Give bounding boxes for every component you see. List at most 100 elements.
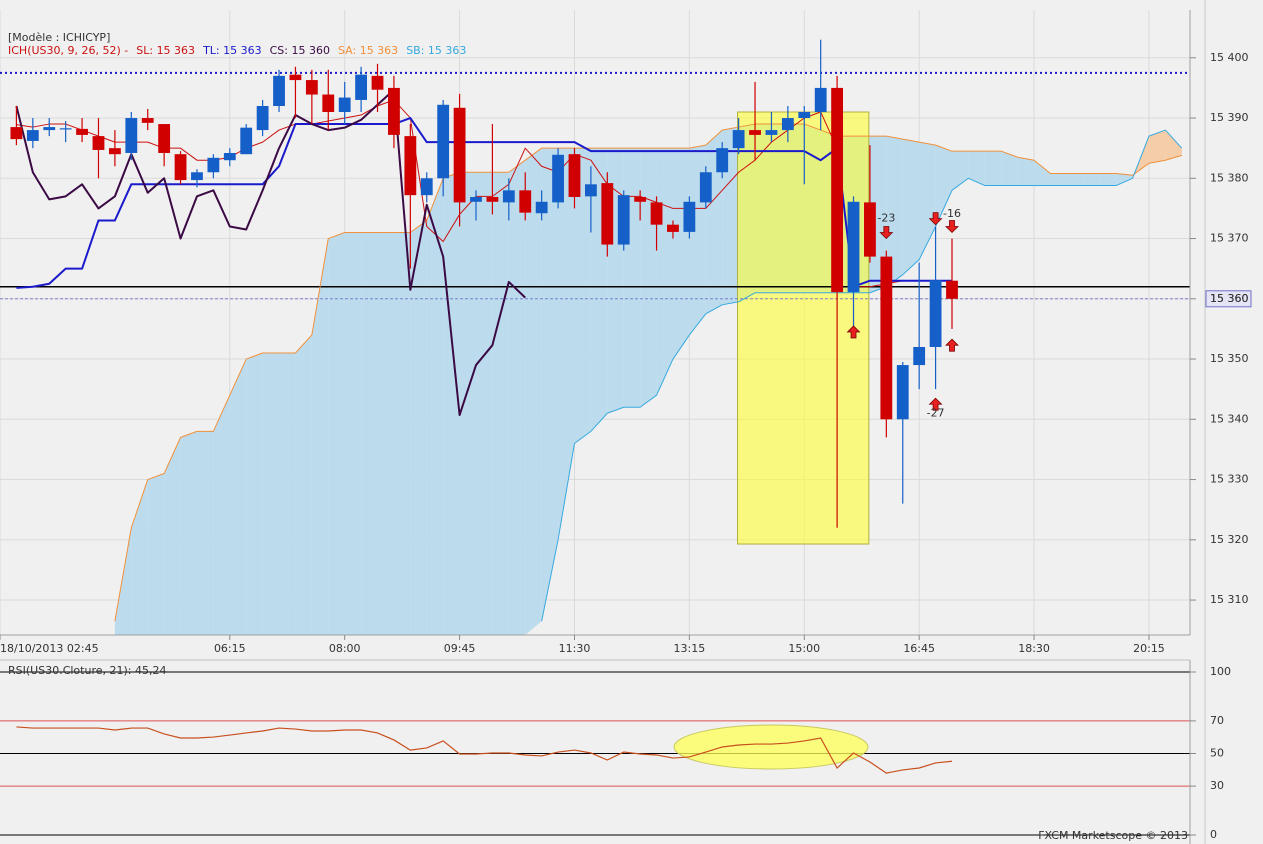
candle-body <box>207 157 220 173</box>
legend-entry: CS: 15 360 <box>270 44 330 57</box>
cloud-segment <box>492 172 509 636</box>
x-tick-label: 13:15 <box>674 642 706 655</box>
cloud-segment <box>459 172 476 636</box>
cloud-segment <box>114 527 132 635</box>
x-tick-label: 09:45 <box>444 642 476 655</box>
rsi-layer <box>16 726 953 774</box>
candle-body <box>716 148 729 173</box>
candle-body <box>765 130 778 135</box>
candle-body <box>92 136 105 150</box>
candle-body <box>420 178 433 196</box>
candle-body <box>519 190 532 213</box>
candle-body <box>108 148 121 155</box>
y-tick-label: 15 310 <box>1210 593 1249 606</box>
candle-body <box>847 201 860 293</box>
chart-title: RSI(US30.Cloture, 21): 45,24 <box>8 664 166 677</box>
candle-body <box>10 127 23 140</box>
series-line <box>541 129 1183 622</box>
cloud-segment <box>558 148 575 540</box>
x-tick-label: 16:45 <box>903 642 935 655</box>
candle-body <box>289 74 302 81</box>
candle-body <box>273 75 285 106</box>
candle-body <box>125 118 138 153</box>
cloud-segment <box>525 148 542 636</box>
candle-body <box>831 87 844 293</box>
y-tick-label: 0 <box>1210 828 1217 841</box>
candle-body <box>749 130 761 135</box>
x-tick-label: 18/10/2013 02:45 <box>0 642 99 655</box>
candle-body <box>388 87 400 135</box>
candle-body <box>864 202 876 257</box>
cloud-segment <box>328 232 345 635</box>
candle-body <box>76 128 88 135</box>
signal-arrow <box>928 397 943 411</box>
legend-entry: SL: 15 363 <box>136 44 195 57</box>
x-tick-label: 11:30 <box>559 642 591 655</box>
candle-body <box>683 201 696 232</box>
x-tick-label: 08:00 <box>329 642 361 655</box>
signal-arrow <box>846 325 861 339</box>
cloud-segment <box>1148 130 1166 164</box>
y-tick-label: 100 <box>1210 665 1231 678</box>
cloud-segment <box>426 178 444 636</box>
candle-body <box>486 196 499 202</box>
legend-entry: SB: 15 363 <box>406 44 466 57</box>
cloud-segment <box>640 148 657 408</box>
candle-body <box>256 105 269 131</box>
cloud-segment <box>164 437 181 635</box>
cloud-segment <box>377 232 394 635</box>
candle-body <box>880 256 893 420</box>
candle-body <box>158 124 171 153</box>
candle-body <box>43 127 56 131</box>
cloud-segment <box>984 151 1002 186</box>
cloud-segment <box>246 353 263 635</box>
candle-body <box>141 118 154 123</box>
cloud-segment <box>952 151 969 191</box>
candle-body <box>322 94 335 113</box>
cloud-segment <box>1066 173 1084 186</box>
candle-body <box>667 224 679 232</box>
candle-body <box>896 365 909 420</box>
line-layer <box>15 88 1183 622</box>
cloud-segment <box>672 148 690 360</box>
signal-layer <box>846 212 959 411</box>
signal-arrow <box>945 220 959 234</box>
series-line <box>16 99 952 288</box>
cloud-segment <box>968 151 985 186</box>
cloud-segment <box>1050 173 1067 186</box>
cloud-segment <box>393 232 411 635</box>
candle-body <box>223 152 236 161</box>
y-tick-label: 70 <box>1210 714 1224 727</box>
cloud-segment <box>1001 151 1018 186</box>
highlight-zone <box>737 111 870 545</box>
candle-body <box>568 154 581 197</box>
cloud-segment <box>196 431 214 635</box>
cloud-segment <box>361 232 378 635</box>
x-tick-label: 15:00 <box>788 642 820 655</box>
cloud-segment <box>147 473 165 635</box>
candle-body <box>338 97 351 113</box>
candle-body <box>191 172 203 181</box>
cloud-segment <box>1116 173 1133 186</box>
legend-entry: TL: 15 363 <box>202 44 262 57</box>
series-line <box>16 117 952 289</box>
candle-body <box>502 190 515 203</box>
candle-body <box>650 202 663 225</box>
series-line <box>114 123 1182 622</box>
candle-layer <box>10 39 958 528</box>
signal-arrow <box>945 338 959 352</box>
cloud-segment <box>902 139 920 275</box>
y-tick-label: 15 370 <box>1210 232 1249 245</box>
y-tick-label: 15 380 <box>1210 171 1249 184</box>
candle-body <box>617 195 630 245</box>
cloud-segment <box>180 431 197 635</box>
annotation: -23 <box>877 212 895 225</box>
chart-subtitle: ICH(US30, 9, 26, 52) - <box>8 44 128 57</box>
candle-body <box>535 201 548 214</box>
candle-body <box>781 118 794 131</box>
candle-body <box>634 196 647 202</box>
candle-body <box>59 128 72 130</box>
